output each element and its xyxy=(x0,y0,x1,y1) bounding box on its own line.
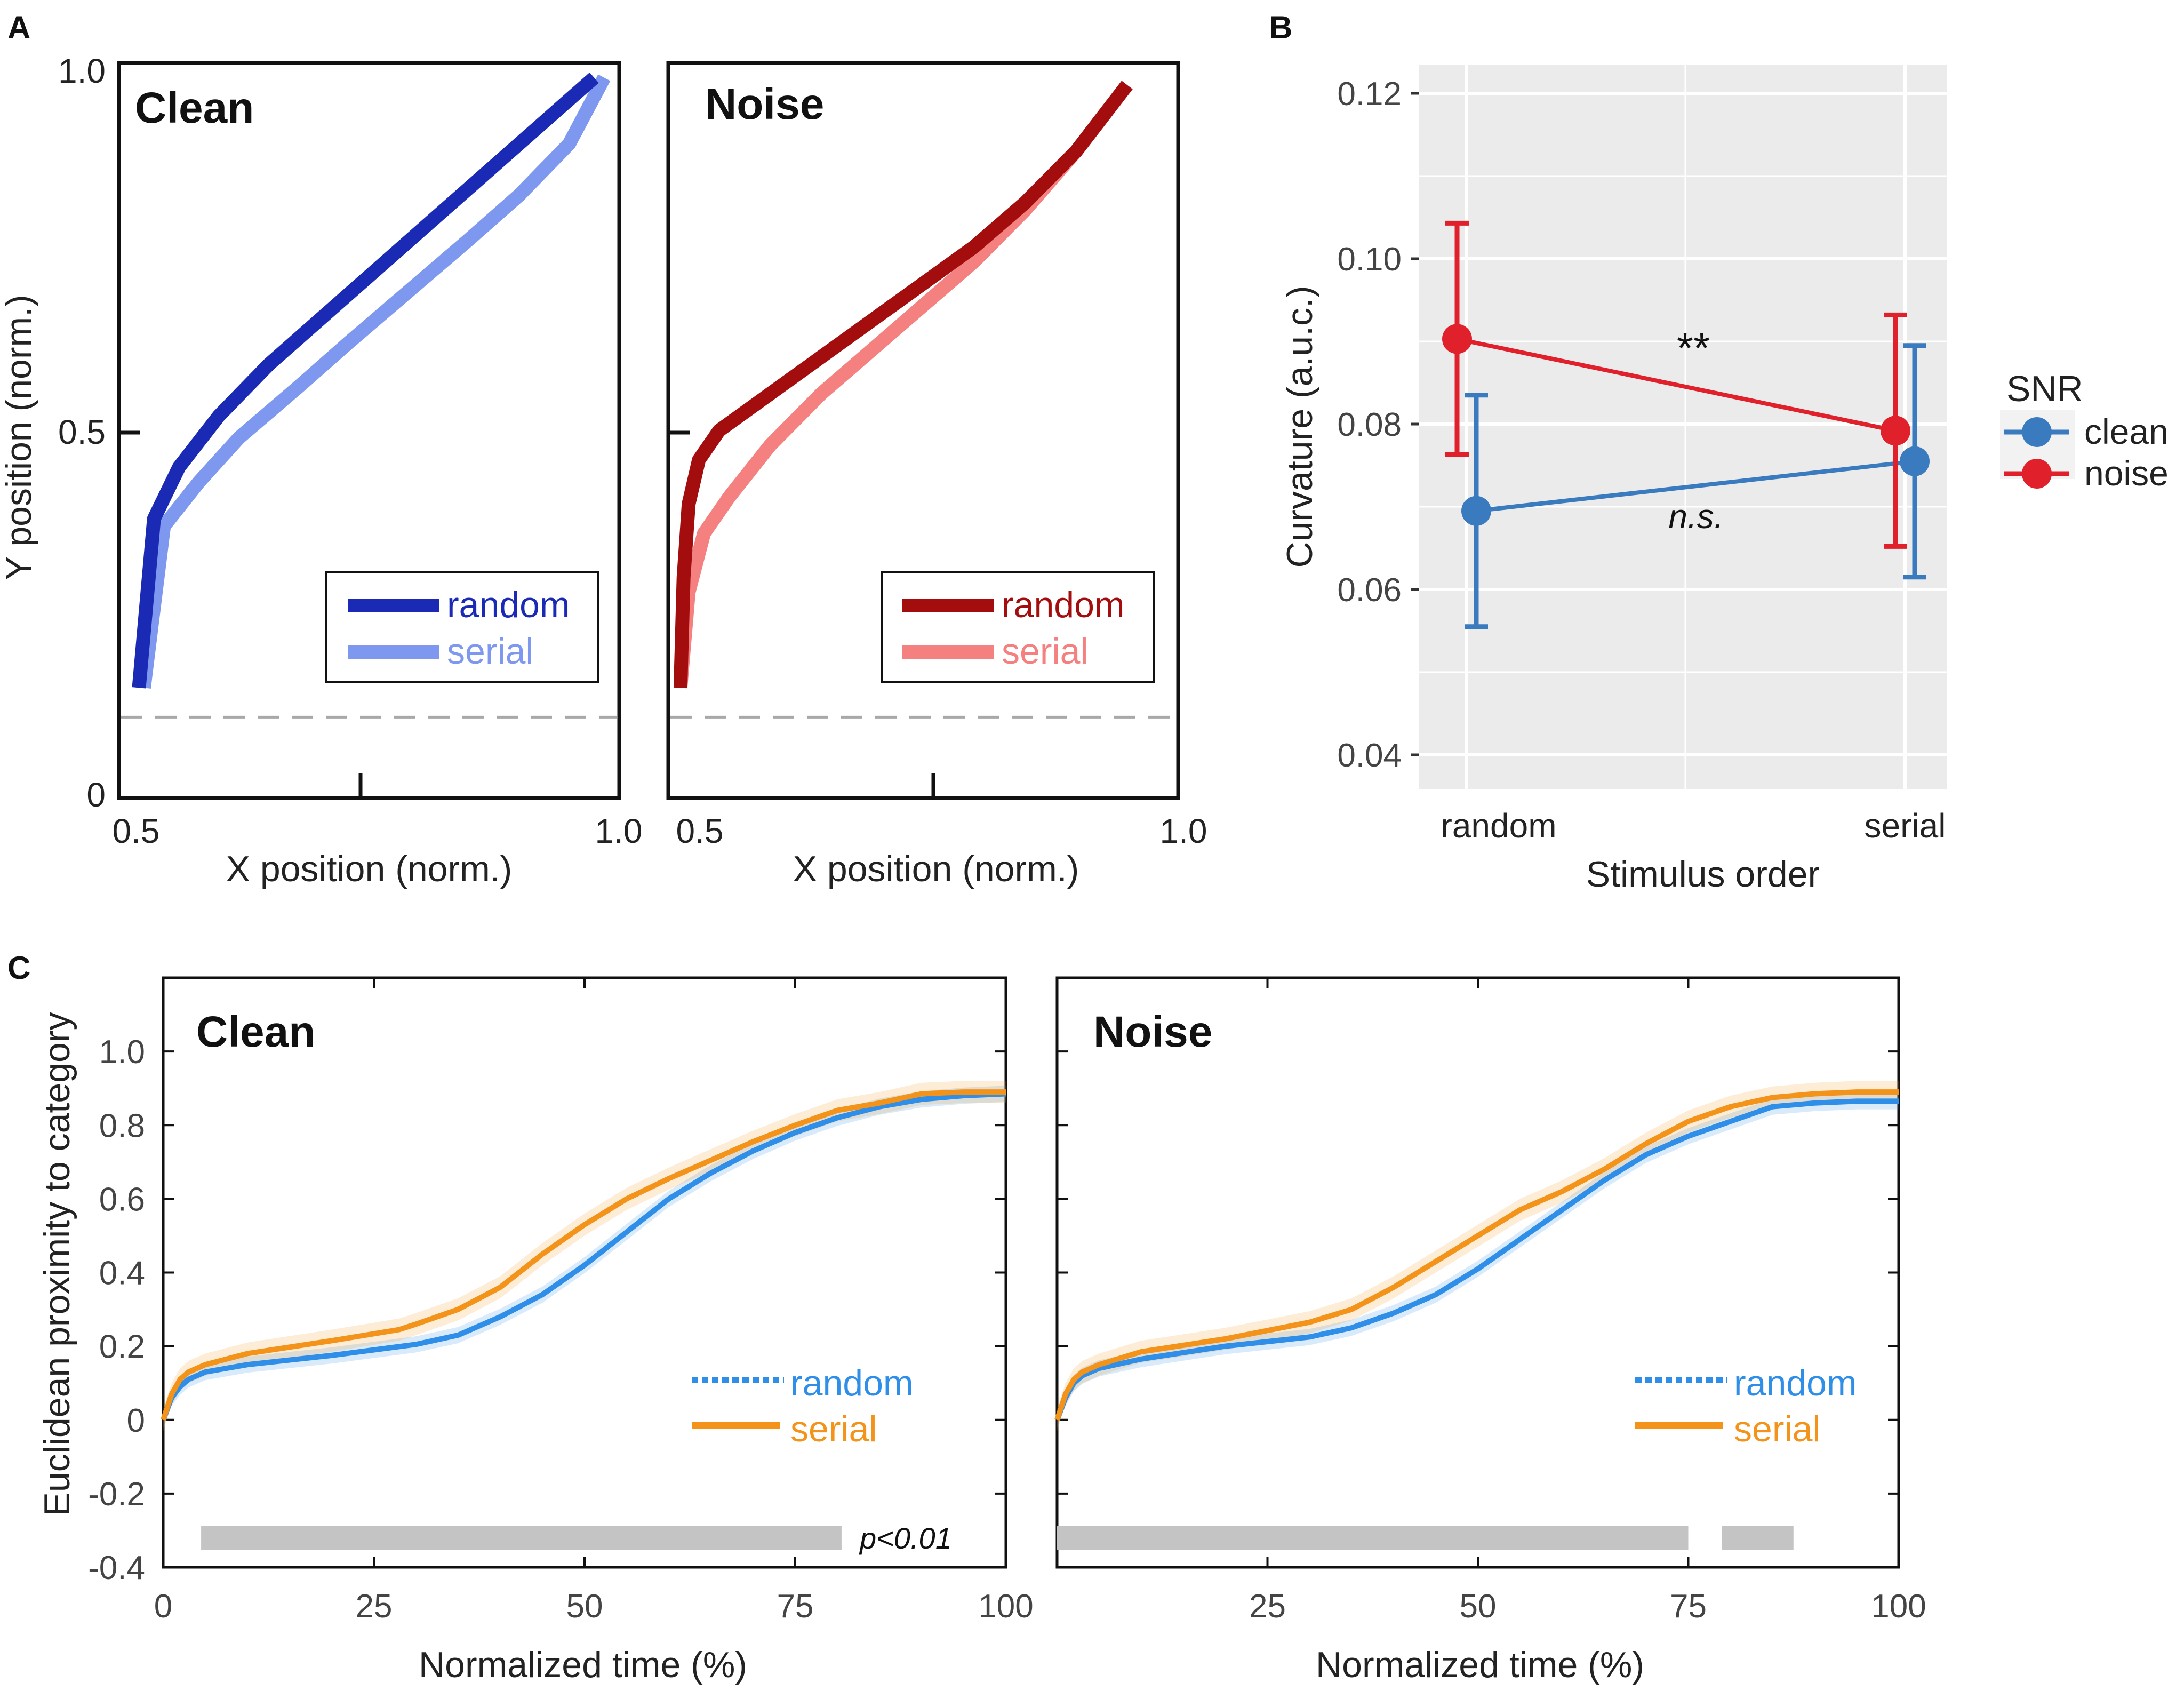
panel-c-clean-x-tick-25: 25 xyxy=(356,1588,393,1625)
panel-b-y-tick-4: 0.12 xyxy=(1337,76,1402,113)
panel-c-clean-x-tick-50: 50 xyxy=(566,1588,603,1625)
panel-a-clean-legend-serial: serial xyxy=(447,631,534,672)
panel-c-noise-legend-random: random xyxy=(1734,1363,1857,1403)
panel-b-x-tick-serial: serial xyxy=(1865,807,1946,845)
panel-a-clean-legend-random: random xyxy=(447,585,570,625)
panel-a-clean-x-tick-1: 1.0 xyxy=(595,812,643,850)
panel-b-legend-title: SNR xyxy=(2006,369,2083,409)
panel-letter-c: C xyxy=(7,950,30,986)
panel-letter-b: B xyxy=(1269,10,1292,45)
panel-c-y-tick-4: 0.4 xyxy=(99,1255,145,1292)
panel-b-point-clean-random xyxy=(1461,496,1491,526)
panel-b-annotation-ns: n.s. xyxy=(1668,497,1723,536)
panel-a-y-tick-05: 0.5 xyxy=(58,413,106,451)
panel-c-y-tick-7: 1.0 xyxy=(99,1034,145,1071)
panel-b-line-clean xyxy=(1476,459,1915,513)
panel-c-clean-line-serial xyxy=(161,1089,1006,1421)
panel-c-noise-legend-serial: serial xyxy=(1734,1409,1821,1449)
panel-c-clean-legend-serial: serial xyxy=(790,1409,877,1449)
panel-a-clean-x-tick-05: 0.5 xyxy=(113,812,160,850)
panel-a-noise-x-axis-label: X position (norm.) xyxy=(793,849,1079,889)
panel-c-y-axis-label: Euclidean proximity to category xyxy=(37,1012,77,1517)
panel-c-noise-x-tick-50: 50 xyxy=(1460,1588,1497,1625)
panel-c-clean-x-tick-75: 75 xyxy=(777,1588,814,1625)
panel-a-noise-frame xyxy=(666,61,1180,800)
panel-c-noise-x-tick-100: 100 xyxy=(1871,1588,1926,1625)
panel-a-noise-legend-random: random xyxy=(1002,585,1125,625)
panel-b: 0.040.060.080.100.12 Curvature (a.u.c.) … xyxy=(1279,65,2169,895)
panel-c-noise-significance-bar-1 xyxy=(1722,1526,1794,1550)
panel-b-x-tick-random: random xyxy=(1441,807,1557,845)
panel-c-noise: Noise random serial xyxy=(1054,976,1900,1569)
panel-b-background xyxy=(1419,65,1947,789)
panel-c-clean-x-tick-0: 0 xyxy=(154,1588,172,1625)
panel-c-clean-x-axis-label: Normalized time (%) xyxy=(419,1645,747,1685)
panel-b-y-tick-0: 0.04 xyxy=(1337,737,1402,774)
panel-c-y-tick-1: -0.2 xyxy=(88,1476,145,1513)
panel-c-clean-band-serial xyxy=(163,1081,1006,1431)
panel-c-noise-frame xyxy=(1055,976,1900,1569)
panel-c: Euclidean proximity to category -0.4 -0.2… xyxy=(37,976,1926,1685)
panel-b-annotation-significant: ** xyxy=(1677,324,1710,372)
panel-a-y-axis-label: Y position (norm.) xyxy=(0,294,39,580)
panel-a-noise: Noise random serial xyxy=(666,61,1180,800)
panel-a-clean-trajectory-serial xyxy=(137,74,611,689)
panel-a-noise-legend-serial: serial xyxy=(1002,631,1089,672)
panel-c-noise-significance-bar-0 xyxy=(1057,1526,1689,1550)
panel-b-y-tick-3: 0.10 xyxy=(1337,241,1402,278)
panel-a-y-tick-1: 1.0 xyxy=(58,52,106,90)
panel-b-legend-key-dot-clean xyxy=(2022,417,2052,447)
panel-c-y-tick-3: 0.2 xyxy=(99,1329,145,1366)
panel-b-legend-key-dot-noise xyxy=(2022,459,2052,489)
panel-c-clean: Clean random serial p<0.01 xyxy=(161,976,1007,1569)
panel-c-clean-x-tick-100: 100 xyxy=(978,1588,1033,1625)
panel-b-y-tick-1: 0.06 xyxy=(1337,572,1402,609)
panel-a-clean: Clean random serial xyxy=(117,61,621,800)
panel-a-noise-x-tick-05: 0.5 xyxy=(676,812,724,850)
panel-b-legend-noise: noise xyxy=(2084,453,2169,493)
panel-b-line-noise xyxy=(1457,337,1896,433)
panel-c-noise-line-random xyxy=(1054,1098,1899,1421)
panel-c-noise-line-serial xyxy=(1054,1089,1899,1421)
panel-b-y-tick-2: 0.08 xyxy=(1337,406,1402,443)
panel-c-y-tick-6: 0.8 xyxy=(99,1107,145,1144)
panel-c-noise-x-axis-label: Normalized time (%) xyxy=(1316,1645,1644,1685)
panel-c-noise-x-tick-25: 25 xyxy=(1249,1588,1286,1625)
panel-a-noise-legend-box xyxy=(881,571,1155,683)
panel-b-x-axis-label: Stimulus order xyxy=(1586,854,1820,895)
panel-c-clean-legend-random: random xyxy=(790,1363,914,1403)
panel-b-y-axis-label: Curvature (a.u.c.) xyxy=(1279,285,1320,568)
panel-a-noise-x-tick-1: 1.0 xyxy=(1160,812,1207,850)
panel-c-noise-x-tick-75: 75 xyxy=(1670,1588,1707,1625)
panel-letter-a: A xyxy=(7,10,30,45)
panel-c-clean-line-random xyxy=(161,1091,1006,1421)
panel-a-clean-trajectory-random xyxy=(132,72,599,689)
panel-b-legend-clean: clean xyxy=(2084,412,2169,451)
panel-b-point-noise-random xyxy=(1442,324,1472,354)
panel-a-noise-trajectory-random xyxy=(673,81,1133,688)
panel-c-pvalue: p<0.01 xyxy=(859,1521,952,1555)
panel-a: Y position (norm.) 1.0 0.5 0 Clean rando… xyxy=(0,52,1207,889)
panel-a-y-tick-0: 0 xyxy=(86,776,106,814)
panel-c-clean-title: Clean xyxy=(196,1008,315,1056)
panel-b-point-clean-serial xyxy=(1900,446,1930,476)
panel-a-noise-title: Noise xyxy=(705,80,824,129)
panel-c-clean-significance-bar-0 xyxy=(201,1526,842,1550)
panel-c-y-tick-5: 0.6 xyxy=(99,1181,145,1218)
panel-b-point-noise-serial xyxy=(1881,416,1910,446)
panel-a-clean-x-axis-label: X position (norm.) xyxy=(226,849,513,889)
panel-c-clean-frame xyxy=(162,976,1007,1569)
panel-c-y-tick-2: 0 xyxy=(127,1402,145,1439)
panel-c-noise-title: Noise xyxy=(1093,1008,1212,1056)
panel-c-y-tick-0: -0.4 xyxy=(88,1550,145,1586)
panel-a-clean-title: Clean xyxy=(135,84,254,132)
panel-c-clean-band-random xyxy=(163,1086,1006,1428)
panel-a-clean-legend-box xyxy=(325,571,599,683)
